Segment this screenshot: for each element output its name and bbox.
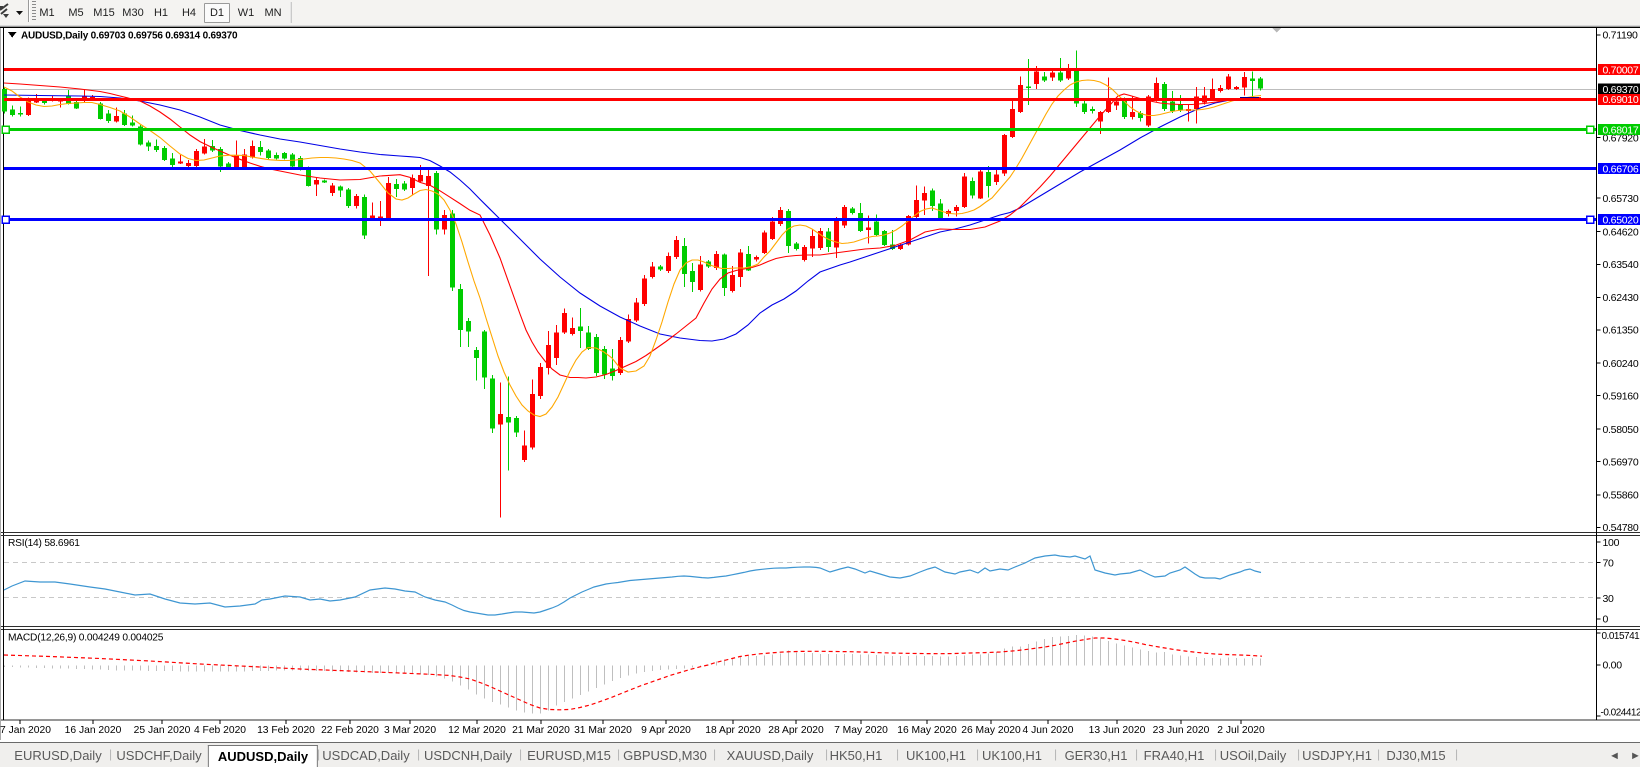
svg-text:0: 0 bbox=[1603, 614, 1609, 626]
svg-text:0.60240: 0.60240 bbox=[1603, 358, 1639, 370]
svg-text:-0.024412: -0.024412 bbox=[1601, 708, 1640, 719]
svg-text:0.65730: 0.65730 bbox=[1603, 193, 1639, 205]
svg-text:0.61350: 0.61350 bbox=[1603, 325, 1639, 337]
svg-text:4 Jun 2020: 4 Jun 2020 bbox=[1023, 725, 1074, 736]
svg-text:13 Jun 2020: 13 Jun 2020 bbox=[1089, 725, 1146, 736]
svg-text:13 Feb 2020: 13 Feb 2020 bbox=[257, 725, 315, 736]
svg-text:7 Jan 2020: 7 Jan 2020 bbox=[0, 725, 51, 736]
svg-text:0.55860: 0.55860 bbox=[1603, 490, 1639, 502]
svg-text:0.64620: 0.64620 bbox=[1603, 226, 1639, 238]
svg-text:26 May 2020: 26 May 2020 bbox=[961, 725, 1021, 736]
svg-text:21 Mar 2020: 21 Mar 2020 bbox=[512, 725, 570, 736]
svg-text:2 Jul 2020: 2 Jul 2020 bbox=[1217, 725, 1265, 736]
svg-text:0.66706: 0.66706 bbox=[1603, 163, 1639, 175]
svg-text:0.00: 0.00 bbox=[1603, 660, 1623, 672]
svg-text:23 Jun 2020: 23 Jun 2020 bbox=[1153, 725, 1210, 736]
svg-text:AUDUSD,Daily 0.69703 0.69756: AUDUSD,Daily 0.69703 0.69756 0.69314 0.6… bbox=[21, 31, 238, 42]
svg-text:0.54780: 0.54780 bbox=[1603, 522, 1639, 534]
svg-text:25 Jan 2020: 25 Jan 2020 bbox=[134, 725, 191, 736]
svg-text:7 May 2020: 7 May 2020 bbox=[834, 725, 888, 736]
svg-text:0.58050: 0.58050 bbox=[1603, 424, 1639, 436]
svg-text:0.59160: 0.59160 bbox=[1603, 390, 1639, 402]
svg-text:3 Mar 2020: 3 Mar 2020 bbox=[384, 725, 436, 736]
svg-text:RSI(14) 58.6961: RSI(14) 58.6961 bbox=[8, 538, 80, 549]
svg-text:70: 70 bbox=[1603, 557, 1615, 569]
svg-text:MACD(12,26,9) 0.004249 0.00402: MACD(12,26,9) 0.004249 0.004025 bbox=[8, 633, 164, 644]
svg-text:30: 30 bbox=[1603, 593, 1615, 605]
svg-text:18 Apr 2020: 18 Apr 2020 bbox=[705, 725, 761, 736]
svg-text:0.65020: 0.65020 bbox=[1603, 214, 1639, 226]
svg-text:31 Mar 2020: 31 Mar 2020 bbox=[574, 725, 632, 736]
svg-text:0.68017: 0.68017 bbox=[1603, 125, 1639, 137]
svg-text:0.71190: 0.71190 bbox=[1603, 30, 1639, 42]
svg-text:16 May 2020: 16 May 2020 bbox=[897, 725, 957, 736]
svg-text:0.69010: 0.69010 bbox=[1603, 94, 1639, 106]
svg-text:16 Jan 2020: 16 Jan 2020 bbox=[65, 725, 122, 736]
svg-text:12 Mar 2020: 12 Mar 2020 bbox=[448, 725, 506, 736]
svg-text:0.63540: 0.63540 bbox=[1603, 259, 1639, 271]
svg-text:22 Feb 2020: 22 Feb 2020 bbox=[321, 725, 379, 736]
svg-text:0.56970: 0.56970 bbox=[1603, 456, 1639, 468]
svg-text:4 Feb 2020: 4 Feb 2020 bbox=[194, 725, 246, 736]
svg-text:28 Apr 2020: 28 Apr 2020 bbox=[768, 725, 824, 736]
svg-text:100: 100 bbox=[1603, 537, 1620, 549]
svg-text:0.70007: 0.70007 bbox=[1603, 64, 1639, 76]
svg-text:9 Apr 2020: 9 Apr 2020 bbox=[641, 725, 691, 736]
svg-text:0.62430: 0.62430 bbox=[1603, 292, 1639, 304]
svg-text:0.015741: 0.015741 bbox=[1602, 631, 1640, 642]
